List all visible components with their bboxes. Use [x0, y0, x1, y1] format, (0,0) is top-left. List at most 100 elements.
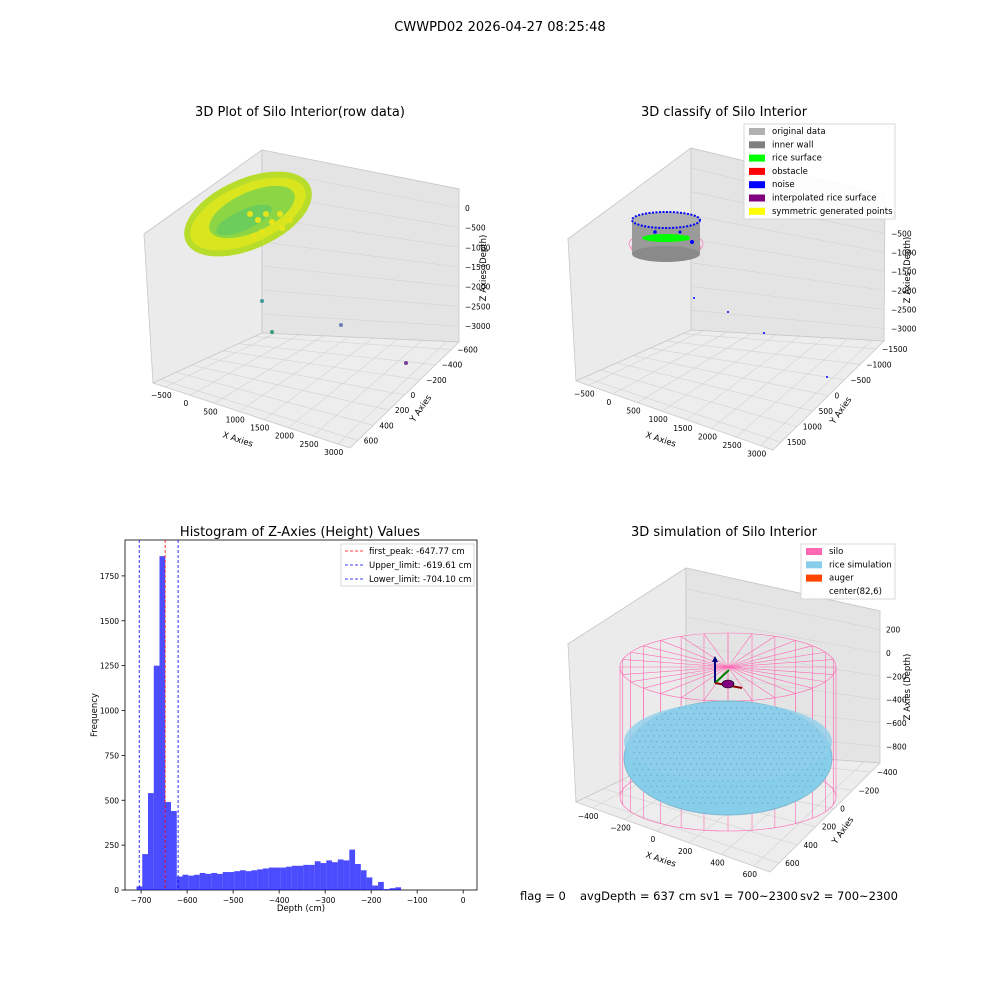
simulation-panel-title: 3D simulation of Silo Interior	[631, 525, 818, 540]
raw-z-axis-label: Z Axies (Depth)	[479, 235, 489, 302]
raw-y-tick: −400	[442, 361, 463, 370]
histogram-bar	[211, 872, 218, 890]
simulation-3d-panel: 3D simulation of Silo Interior −400 −200 0…	[566, 525, 913, 879]
classify-legend-swatch	[749, 194, 765, 202]
histogram-legend-label: first_peak: -647.77 cm	[369, 547, 465, 557]
classify-legend-label: noise	[772, 180, 795, 190]
simulation-z-tick: −400	[886, 696, 907, 705]
histogram-bar	[349, 849, 356, 890]
histogram-bar	[274, 867, 281, 890]
raw-y-tick: 0	[411, 391, 416, 400]
histogram-bar	[291, 865, 298, 890]
classify-legend-label: symmetric generated points	[772, 207, 893, 217]
classify-y-tick: −500	[850, 376, 871, 385]
classify-y-tick: 0	[835, 392, 840, 401]
simulation-x-tick: −400	[578, 812, 599, 821]
simulation-legend-label: center(82,6)	[829, 587, 882, 597]
histogram-x-tick: −600	[177, 896, 198, 905]
histogram-bar	[188, 875, 195, 890]
simulation-z-tick: 200	[886, 626, 901, 635]
raw-x-tick: 500	[203, 407, 218, 416]
status-flag: flag = 0	[520, 889, 566, 903]
histogram-bar	[343, 860, 350, 890]
histogram-bar	[366, 877, 373, 890]
raw-y-tick: −200	[426, 376, 447, 385]
simulation-y-tick: 400	[804, 841, 819, 850]
status-avg-depth: avgDepth = 637 cm	[580, 889, 696, 903]
histogram-bar	[159, 556, 166, 890]
histogram-y-tick: 1000	[100, 707, 119, 716]
classify-legend	[743, 123, 896, 220]
classify-x-tick: 2500	[723, 441, 742, 450]
histogram-legend-label: Upper_limit: -619.61 cm	[369, 561, 472, 571]
histogram-x-tick: −700	[131, 896, 152, 905]
histogram-bar	[251, 870, 258, 890]
histogram-bar	[182, 874, 189, 890]
histogram-panel: Histogram of Z-Axies (Height) Values −70…	[90, 525, 478, 914]
simulation-legend-swatch	[806, 548, 822, 555]
classify-y-tick: −1500	[882, 345, 908, 354]
classify-x-tick: −500	[574, 389, 595, 398]
raw-z-tick: −2000	[465, 283, 491, 292]
raw-3d-panel: 3D Plot of Silo Interior(row data) −500 0…	[143, 105, 491, 457]
histogram-bar	[383, 889, 390, 890]
classify-z-tick: −1500	[891, 268, 917, 277]
histogram-bar	[268, 867, 275, 890]
histogram-y-tick: 750	[105, 751, 120, 760]
classify-panel-title: 3D classify of Silo Interior	[641, 105, 808, 120]
histogram-x-tick: −400	[269, 896, 290, 905]
raw-x-tick: 2500	[300, 440, 319, 449]
histogram-bar	[372, 885, 379, 890]
raw-y-tick: 600	[364, 436, 379, 445]
classify-z-tick: −3000	[891, 325, 917, 334]
classify-z-axis-label: Z Axies (Depth)	[903, 237, 913, 304]
classify-3d-panel: 3D classify of Silo Interior −500 0 500 100…	[567, 105, 917, 459]
simulation-legend-swatch	[806, 574, 822, 582]
simulation-z-axis-label: Z Axies (Depth)	[903, 654, 913, 721]
histogram-bar	[286, 866, 292, 890]
histogram-bar	[199, 872, 206, 890]
classify-legend-label: obstacle	[772, 167, 808, 177]
histogram-bar	[280, 867, 287, 890]
histogram-y-tick: 1500	[100, 617, 119, 626]
simulation-x-tick: 200	[678, 847, 693, 856]
simulation-z-tick: −200	[886, 672, 907, 681]
histogram-bar	[332, 862, 338, 890]
raw-z-tick: −1500	[465, 263, 491, 272]
histogram-bar	[309, 864, 315, 890]
classify-y-tick: 1000	[803, 423, 822, 432]
histogram-bar	[257, 869, 264, 890]
histogram-bar	[355, 863, 361, 890]
histogram-legend-label: Lower_limit: -704.10 cm	[369, 575, 471, 585]
histogram-bar	[360, 870, 367, 890]
histogram-bar	[194, 874, 200, 890]
histogram-bar	[395, 887, 402, 890]
raw-y-tick: −600	[457, 346, 478, 355]
raw-panel-title: 3D Plot of Silo Interior(row data)	[195, 105, 405, 120]
histogram-bar	[136, 886, 143, 890]
classify-legend-swatch	[749, 207, 765, 215]
status-sv2: sv2 = 700~2300	[800, 889, 898, 903]
simulation-legend-label: rice simulation	[829, 560, 892, 570]
classify-legend-label: interpolated rice surface	[772, 194, 877, 204]
histogram-x-tick: 0	[461, 896, 466, 905]
histogram-bar	[314, 861, 321, 890]
raw-y-tick: 400	[379, 421, 394, 430]
raw-z-tick: 0	[465, 204, 470, 213]
histogram-x-tick: −200	[361, 896, 382, 905]
histogram-x-axis-label: Depth (cm)	[277, 904, 325, 914]
classify-y-tick: −1000	[866, 360, 892, 369]
raw-z-tick: −500	[465, 224, 486, 233]
simulation-x-tick: 400	[710, 859, 725, 868]
classify-x-tick: 500	[626, 407, 641, 416]
classify-legend-swatch	[749, 181, 765, 189]
raw-z-tick: −3000	[465, 322, 491, 331]
histogram-bar	[234, 871, 241, 890]
histogram-bar	[389, 888, 396, 890]
classify-x-tick: 0	[607, 398, 612, 407]
classify-z-tick: −1000	[891, 249, 917, 258]
histogram-legend	[340, 543, 475, 587]
histogram-bar	[165, 802, 172, 890]
